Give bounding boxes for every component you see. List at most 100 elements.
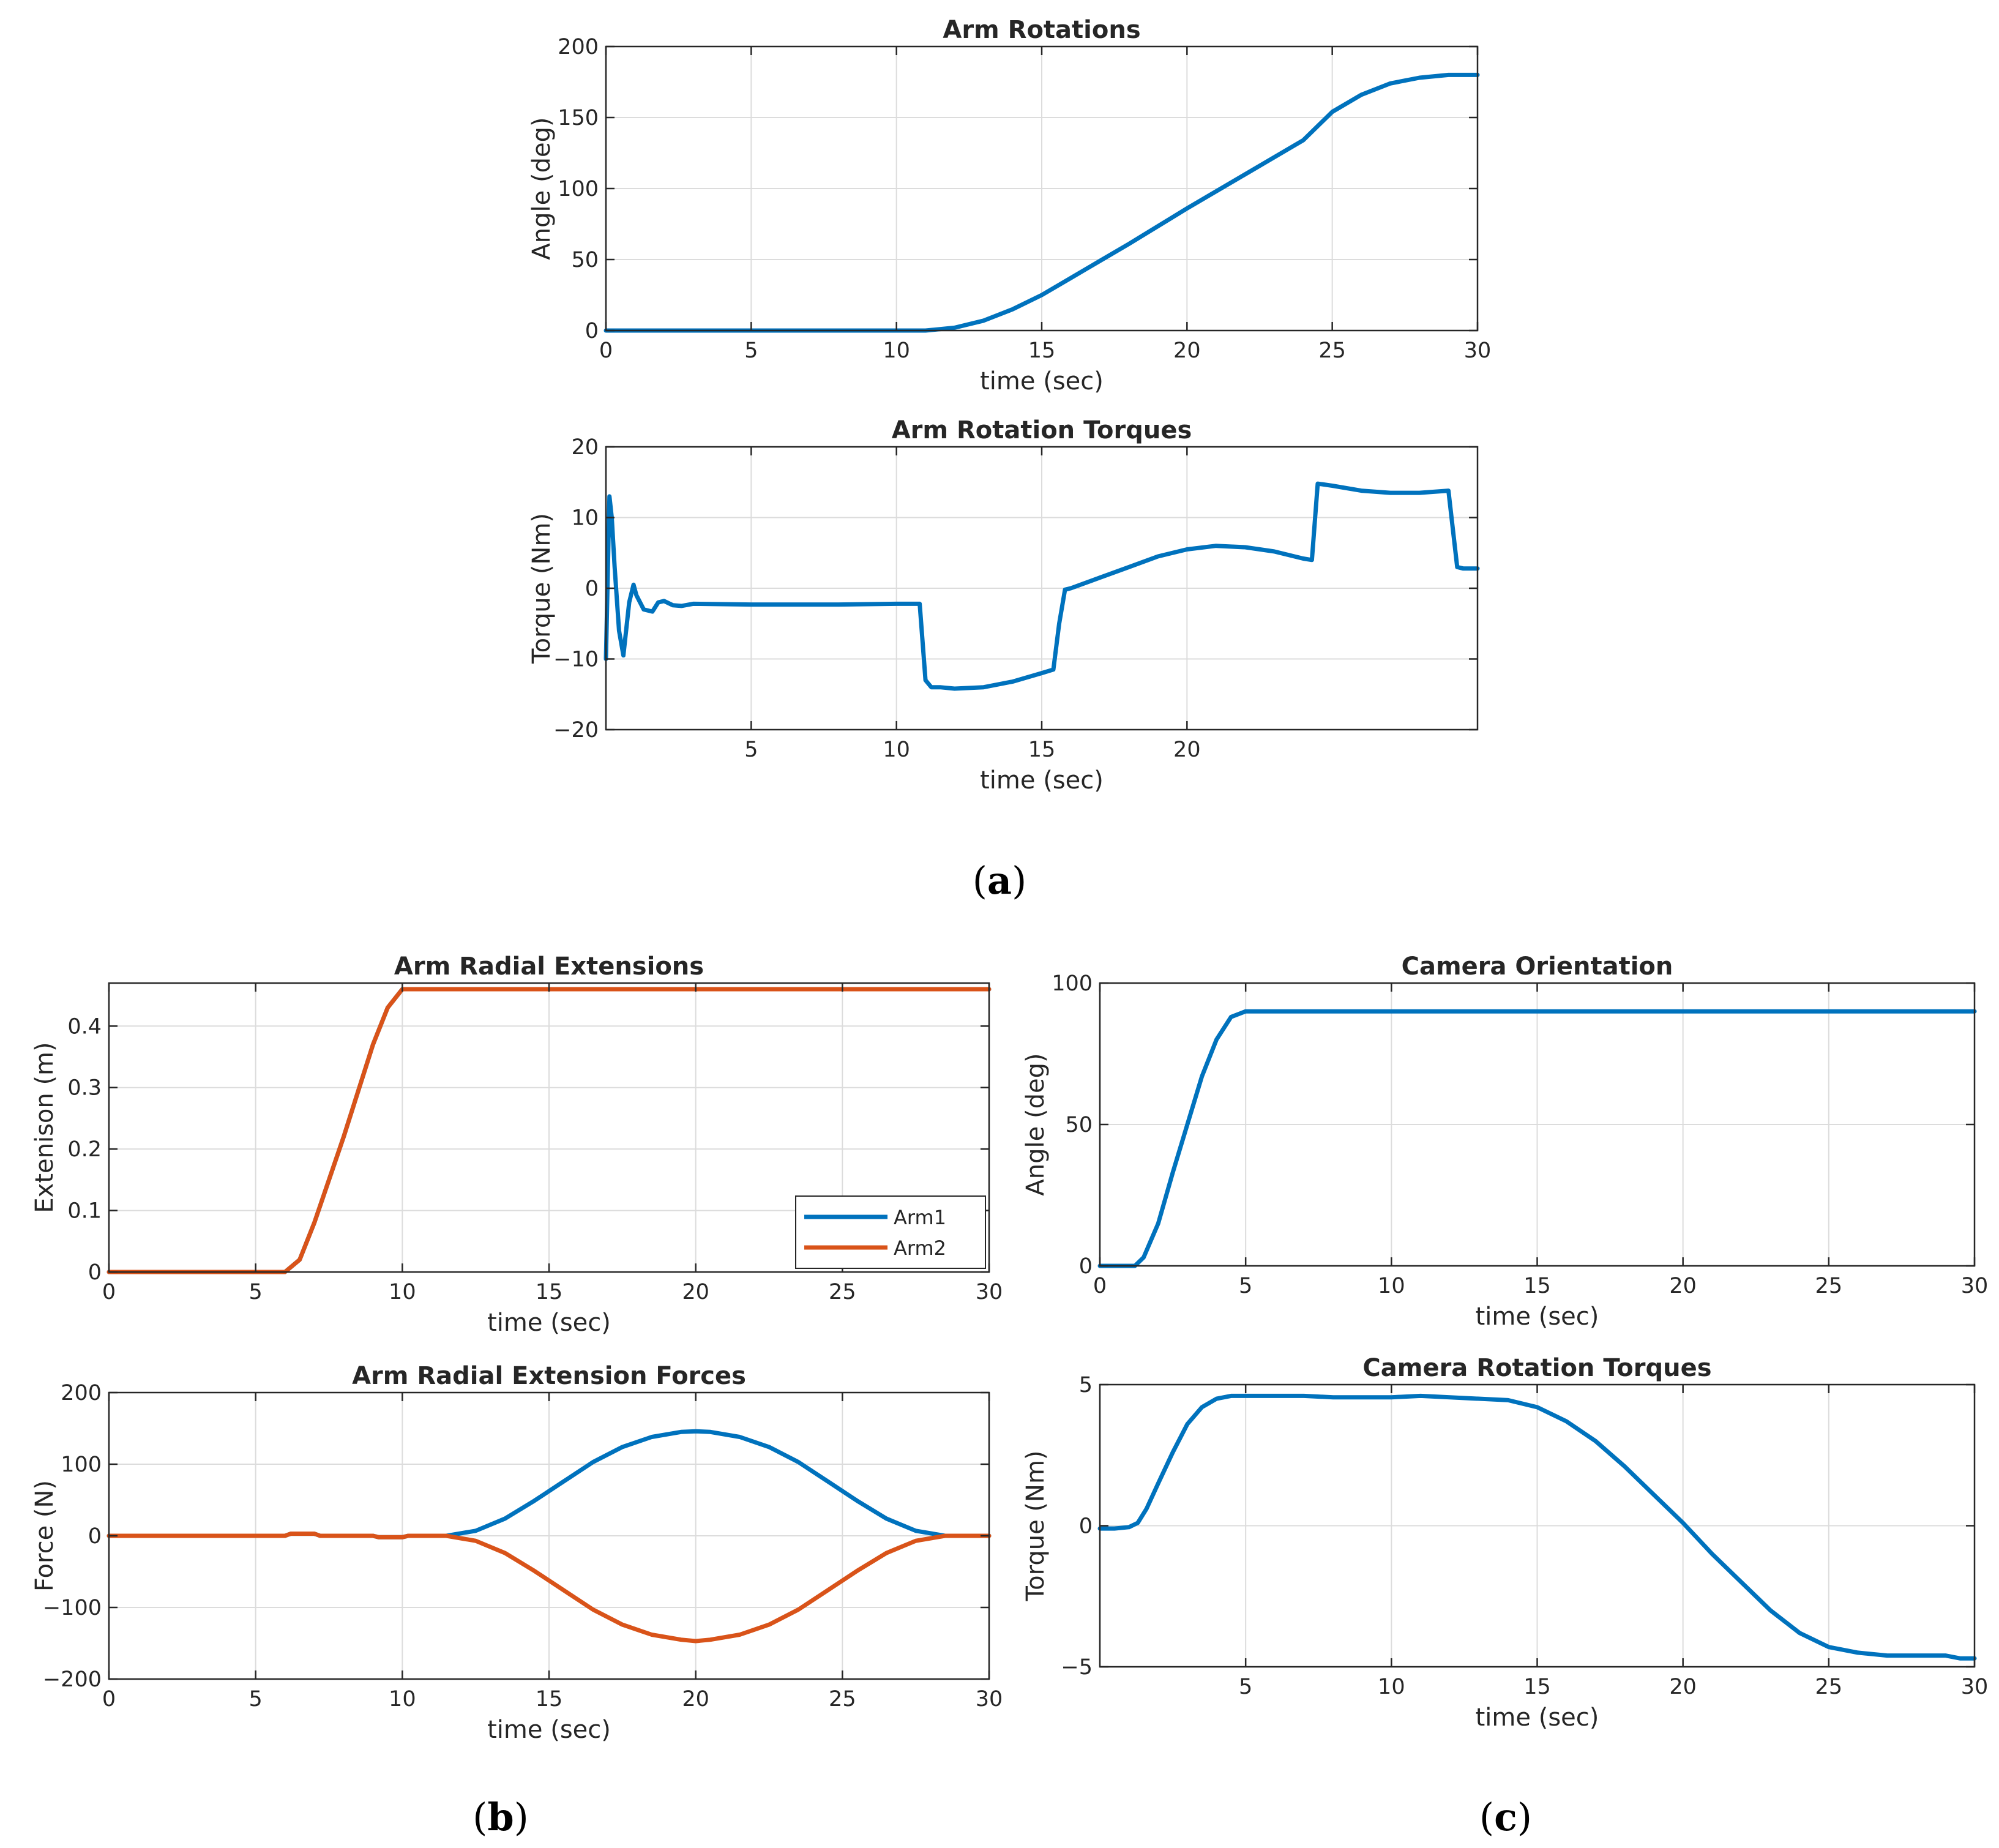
legend: Arm1 Arm2: [795, 1195, 986, 1269]
legend-label-arm2: Arm2: [894, 1236, 946, 1260]
x-axis-label: time (sec): [1476, 1303, 1599, 1331]
x-tick-label: 5: [1239, 1675, 1252, 1699]
y-tick-label: 10: [571, 506, 599, 531]
x-tick-label: 5: [744, 339, 758, 363]
x-axis-label: time (sec): [980, 766, 1104, 795]
y-axis-label: Angle (deg): [528, 117, 556, 260]
x-tick-label: 25: [1815, 1675, 1843, 1699]
series-line-arm-rotation: [603, 72, 1480, 333]
chart-title: Arm Rotations: [943, 16, 1140, 44]
y-tick-label: −100: [43, 1596, 102, 1620]
x-tick-label: 5: [744, 738, 758, 762]
chart-arm-rotations: 0 5 10 15 20 25 30 0 50 100 150 200 Arm Rotations tim…: [528, 16, 1491, 395]
x-tick-label: 15: [1523, 1274, 1551, 1298]
y-axis-label: Force (N): [31, 1480, 59, 1592]
y-tick-label: 0: [88, 1260, 102, 1285]
x-tick-label: 20: [1173, 339, 1201, 363]
series-line-camera-orientation: [1097, 1009, 1977, 1268]
series-line-arm2: [106, 987, 992, 1274]
y-tick-label: 0: [585, 577, 599, 601]
x-tick-label: 20: [682, 1280, 709, 1304]
x-tick-label: 10: [1378, 1675, 1405, 1699]
x-tick-label: 0: [599, 339, 613, 363]
chart-arm-radial-extensions: 0 5 10 15 20 25 30 0 0.1 0.2 0.3 0.4 Arm Radial Exte…: [31, 952, 1003, 1337]
panel-label-open-paren: (: [473, 1795, 487, 1839]
x-tick-label: 20: [1173, 738, 1201, 762]
panel-label-open-paren: (: [1479, 1795, 1494, 1839]
x-tick-label: 30: [976, 1280, 1003, 1304]
y-tick-label: −5: [1061, 1655, 1093, 1680]
x-tick-label: 15: [1028, 738, 1056, 762]
x-tick-label: 15: [1523, 1675, 1551, 1699]
panel-label-close-paren: ): [1517, 1795, 1532, 1839]
y-tick-label: 100: [1052, 971, 1093, 996]
x-tick-label: 30: [1464, 339, 1492, 363]
legend-label-arm1: Arm1: [894, 1206, 946, 1229]
chart-title: Camera Orientation: [1402, 952, 1673, 981]
chart-title: Arm Rotation Torques: [892, 416, 1192, 444]
y-tick-label: −20: [553, 718, 599, 743]
chart-title: Arm Radial Extension Forces: [352, 1362, 746, 1390]
panel-label-close-paren: ): [514, 1795, 529, 1839]
panel-label-letter: c: [1494, 1795, 1517, 1839]
panel-label-open-paren: (: [973, 858, 987, 903]
y-axis-label: Angle (deg): [1022, 1053, 1050, 1195]
y-axis-label: Torque (Nm): [1022, 1450, 1050, 1601]
y-tick-label: 0: [88, 1524, 102, 1549]
x-tick-label: 20: [682, 1687, 709, 1711]
x-tick-label: 10: [883, 738, 910, 762]
x-tick-label: 5: [249, 1687, 263, 1711]
x-axis-label: time (sec): [487, 1309, 611, 1337]
x-axis-label: time (sec): [980, 367, 1104, 395]
y-tick-label: 20: [571, 435, 599, 460]
x-tick-label: 0: [1093, 1274, 1107, 1298]
y-tick-label: 5: [1079, 1373, 1093, 1397]
x-tick-label: 5: [1239, 1274, 1252, 1298]
x-tick-label: 30: [976, 1687, 1003, 1711]
x-tick-label: 10: [389, 1280, 416, 1304]
y-tick-label: 100: [61, 1453, 102, 1477]
panel-label-a: (a): [973, 858, 1027, 903]
y-tick-label: 150: [558, 106, 599, 130]
y-tick-label: 0: [1079, 1514, 1093, 1539]
y-tick-label: 0.3: [67, 1076, 102, 1101]
y-tick-label: 0.2: [67, 1137, 102, 1162]
y-tick-label: 200: [61, 1381, 102, 1405]
y-tick-label: 0: [1079, 1254, 1093, 1279]
panel-label-letter: b: [487, 1795, 514, 1839]
x-tick-label: 15: [536, 1687, 563, 1711]
series-line-camera-rotation-torque: [1097, 1393, 1977, 1661]
y-tick-label: 200: [558, 35, 599, 59]
x-tick-label: 10: [389, 1687, 416, 1711]
x-tick-label: 30: [1961, 1675, 1989, 1699]
x-tick-label: 10: [1378, 1274, 1405, 1298]
y-tick-label: −10: [553, 648, 599, 672]
y-tick-label: 0.4: [67, 1014, 102, 1039]
chart-title: Camera Rotation Torques: [1362, 1354, 1711, 1382]
x-tick-label: 15: [1028, 339, 1056, 363]
series-line-arm2: [106, 1532, 992, 1644]
chart-arm-radial-extension-forces: 0 5 10 15 20 25 30 −200 −100 0 100 200 Arm Radial Ex…: [31, 1362, 1003, 1744]
chart-camera-orientation: 0 5 10 15 20 25 30 0 50 100 Camera Orientation time…: [1022, 952, 1988, 1331]
x-tick-label: 10: [883, 339, 910, 363]
chart-camera-rotation-torques: 5 10 15 20 25 30 −5 0 5 Camera Rotation Torques ti…: [1022, 1354, 1988, 1732]
x-tick-label: 25: [1318, 339, 1346, 363]
legend-box: [795, 1195, 986, 1269]
x-axis-label: time (sec): [487, 1716, 611, 1744]
y-tick-label: 100: [558, 177, 599, 201]
x-tick-label: 25: [1815, 1274, 1843, 1298]
chart-title: Arm Radial Extensions: [394, 952, 704, 981]
x-tick-label: 25: [829, 1687, 856, 1711]
y-axis-label: Extenison (m): [31, 1042, 59, 1213]
x-tick-label: 20: [1669, 1274, 1697, 1298]
y-tick-label: 0.1: [67, 1199, 102, 1224]
x-tick-label: 5: [249, 1280, 263, 1304]
y-tick-label: −200: [43, 1667, 102, 1692]
x-tick-label: 15: [536, 1280, 563, 1304]
y-tick-label: 50: [1065, 1113, 1093, 1137]
y-tick-label: 50: [571, 248, 599, 272]
y-axis-label: Torque (Nm): [528, 513, 556, 664]
panel-label-c: (c): [1479, 1795, 1532, 1839]
x-axis-label: time (sec): [1476, 1704, 1599, 1732]
